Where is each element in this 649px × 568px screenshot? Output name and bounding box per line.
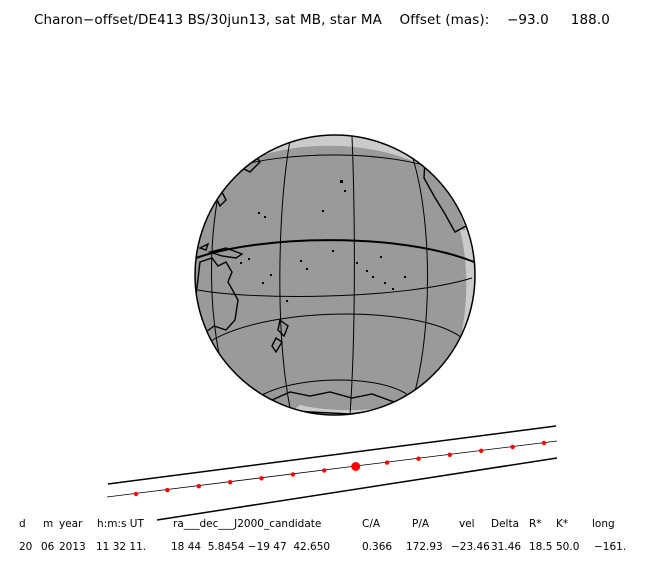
- header-kstar: K*: [556, 518, 569, 530]
- track-time-marker: [447, 452, 452, 457]
- new-zealand-coast: [271, 318, 289, 354]
- header-long: long: [592, 518, 615, 530]
- graticule: [197, 135, 473, 415]
- value-kstar: 50.0: [556, 541, 580, 553]
- track-time-markers: [133, 440, 547, 497]
- value-pa: 172.93: [406, 541, 443, 553]
- track-edge-south: [156, 457, 558, 521]
- value-rstar: 18.5: [529, 541, 553, 553]
- value-year: 2013: [59, 541, 86, 553]
- track-time-marker: [290, 472, 296, 477]
- header-vel: vel: [459, 518, 475, 530]
- track-time-marker: [416, 456, 421, 461]
- value-delta: 31.46: [491, 541, 522, 553]
- header-rstar: R*: [529, 518, 542, 530]
- header-radec: ra___dec___J2000_candidate: [173, 518, 322, 530]
- value-day: 20: [19, 541, 33, 553]
- new-guinea-coast: [207, 247, 244, 259]
- track-time-marker: [384, 460, 390, 465]
- parallel-line: [197, 277, 473, 297]
- header-ca: C/A: [362, 518, 381, 530]
- value-long: −161.: [594, 541, 627, 553]
- track-time-marker: [510, 444, 515, 450]
- track-edge-north: [107, 425, 557, 485]
- track-time-marker: [479, 448, 484, 453]
- track-time-marker: [541, 440, 547, 446]
- plot-title: Charon−offset/DE413 BS/30jun13, sat MB, …: [34, 12, 610, 28]
- header-delta: Delta: [491, 518, 520, 530]
- track-time-marker: [259, 476, 264, 481]
- indonesia-coast: [198, 242, 210, 251]
- value-vel: −23.46: [451, 541, 490, 553]
- track-time-marker: [228, 480, 233, 485]
- header-month: m: [43, 518, 54, 530]
- parallel-line: [261, 379, 409, 396]
- value-ca: 0.366: [362, 541, 393, 553]
- value-time: 11 32 11.: [96, 541, 147, 553]
- header-time: h:m:s UT: [97, 518, 144, 530]
- closest-approach-marker: [351, 462, 361, 471]
- meridian-line: [409, 149, 429, 403]
- track-time-marker: [196, 484, 201, 489]
- parallel-line: [204, 313, 463, 346]
- track-time-marker: [322, 468, 327, 473]
- pacific-islands: [240, 180, 406, 302]
- track-time-marker: [165, 487, 170, 493]
- equator-line: [195, 239, 475, 263]
- header-pa: P/A: [412, 518, 430, 530]
- value-month: 06: [41, 541, 55, 553]
- track-time-marker: [133, 491, 139, 497]
- meridian-line: [349, 135, 355, 415]
- header-year: year: [59, 518, 83, 530]
- meridian-line: [279, 139, 291, 409]
- value-radec: 18 44 5.8454 −19 47 42.650: [171, 541, 331, 553]
- shadow-track: [106, 425, 558, 521]
- globe-limb: [194, 134, 476, 416]
- header-day: d: [19, 518, 26, 530]
- earth-disk: [195, 135, 475, 415]
